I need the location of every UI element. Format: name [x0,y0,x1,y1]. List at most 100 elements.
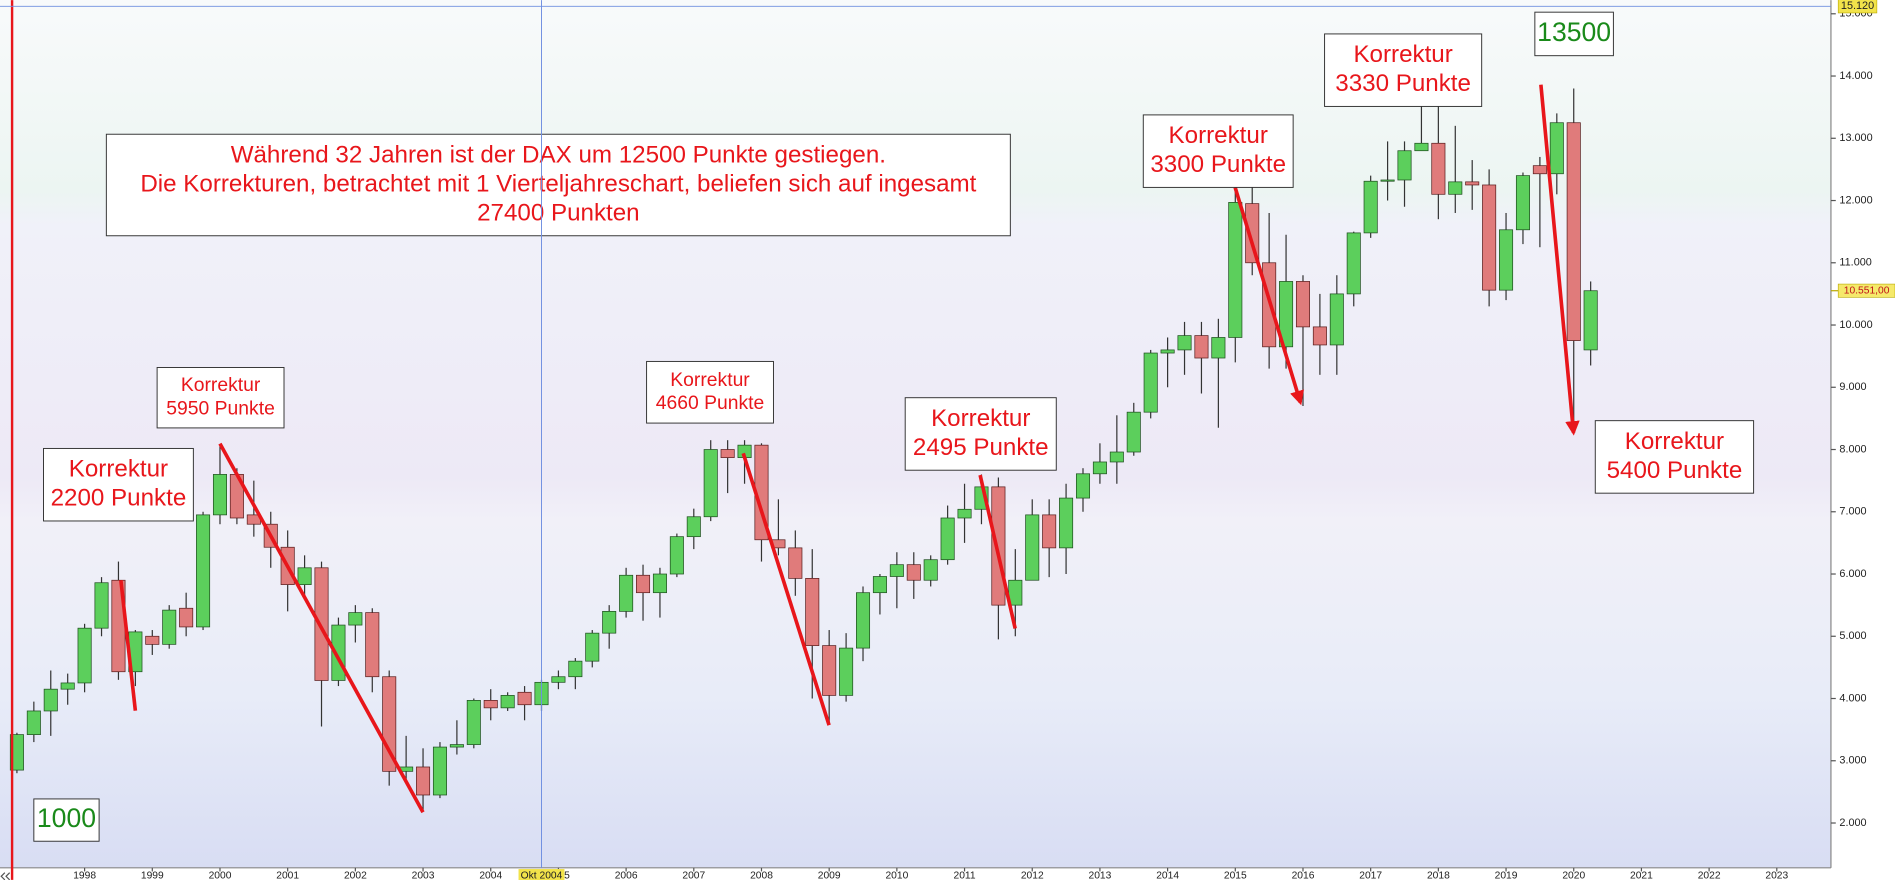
annotation-text: 5400 Punkte [1607,457,1743,484]
candle-body [1279,281,1294,348]
y-tick-label: 12.000 [1839,194,1872,206]
candle-body [43,688,58,712]
annotation-text: Korrektur [670,370,750,391]
annotation-text: 2200 Punkte [51,485,187,512]
annotation-text: 2495 Punkte [913,434,1049,461]
annotation-text: Korrektur [1169,122,1268,149]
x-tick-label: 2001 [276,870,299,880]
candle-body [1126,411,1141,453]
candle-body [449,744,464,748]
y-tick-label: 10.000 [1839,319,1872,331]
candle-body [1397,150,1412,181]
annotation-box [1142,114,1294,188]
x-tick-label: 2017 [1359,870,1382,880]
candle-body [348,612,363,626]
candle-body [1075,473,1091,499]
candle-body [652,573,667,594]
annotation-box [33,798,100,842]
y-tick-label: 2.000 [1839,817,1866,829]
candle-body [297,567,312,585]
candle-body [314,567,329,681]
x-tick-label: 2004 [479,870,502,880]
candle-body [1025,514,1040,581]
x-tick-label: 2003 [412,870,435,880]
x-tick-label: 2020 [1562,870,1585,880]
candle-body [619,574,634,612]
correction-line [119,579,138,711]
candle-body [1194,335,1209,359]
candle-body [1532,165,1547,175]
candle-body [1465,181,1480,186]
candle-body [1059,497,1074,549]
y-tick-label: 4.000 [1839,692,1866,704]
cursor-x-box [518,869,565,880]
x-tick-label: 2009 [818,870,841,880]
annotations: Während 32 Jahren ist der DAX um 12500 P… [33,11,1755,842]
last-price-box [1837,283,1895,298]
candle-body [636,574,651,594]
candle-body [856,592,871,649]
x-tick-label: 2010 [885,870,908,880]
x-tick-label: 2013 [1089,870,1112,880]
candle-body [1228,202,1243,338]
candle-body [162,609,177,645]
correction-arrow [1233,186,1304,406]
candle-body [1312,326,1327,346]
correction-line [741,452,831,726]
candle-body [500,695,515,709]
annotation-box [105,133,1011,237]
y-tick-label: 14.000 [1839,70,1872,82]
candle-body [1583,290,1598,351]
candle-body [60,682,75,690]
candle-body [466,700,481,745]
correction-line [218,442,425,814]
annotation-text: Korrektur [181,375,261,396]
candle-body [1448,181,1463,195]
candle-body [196,514,211,628]
candle-body [1549,122,1564,175]
candle-body [906,564,921,581]
candle-body [669,536,684,575]
y-tick-label: 7.000 [1839,506,1866,518]
candle-body [1414,142,1429,152]
candle-body [1499,229,1514,291]
annotation-text: 5950 Punkte [166,398,275,419]
x-tick-label: 2012 [1021,870,1044,880]
scroll-icon[interactable] [0,872,11,880]
candle-body [551,676,566,683]
annotation-text: 3330 Punkte [1335,70,1471,97]
candle-body [872,576,887,594]
y-tick-label: 11.000 [1839,257,1871,269]
candle-body [1177,335,1192,351]
candle-body [145,635,160,645]
x-tick-label: 2006 [615,870,638,880]
annotation-text: 4660 Punkte [656,393,765,414]
candle-body [212,474,227,516]
x-tick-label: 2002 [344,870,367,880]
x-tick-label: 2015 [1224,870,1247,880]
candle-body [839,647,854,696]
candle-body [1295,281,1310,328]
annotation-text: Während 32 Jahren ist der DAX um 12500 P… [231,141,886,168]
annotation-text: Korrektur [1353,41,1452,68]
candle-body [686,516,701,538]
annotation-box [1534,11,1614,57]
y-tick-label: 6.000 [1839,568,1866,580]
y-tick-label: 3.000 [1839,755,1866,767]
candle-body [1566,122,1581,341]
candle-body [1042,514,1057,549]
candle-body [1346,232,1361,295]
candle-body [77,627,92,684]
annotation-box [1594,420,1755,494]
annotation-text: Korrektur [69,456,168,483]
candle-body [822,645,837,696]
correction-arrow [1539,84,1580,436]
candle-body [1092,461,1107,475]
annotation-text: 13500 [1537,17,1611,47]
x-tick-label: 1998 [73,870,96,880]
cursor-y-box [1837,0,1878,14]
candle-body [1329,293,1344,346]
candle-body [1211,337,1226,359]
candle-body [432,746,447,796]
